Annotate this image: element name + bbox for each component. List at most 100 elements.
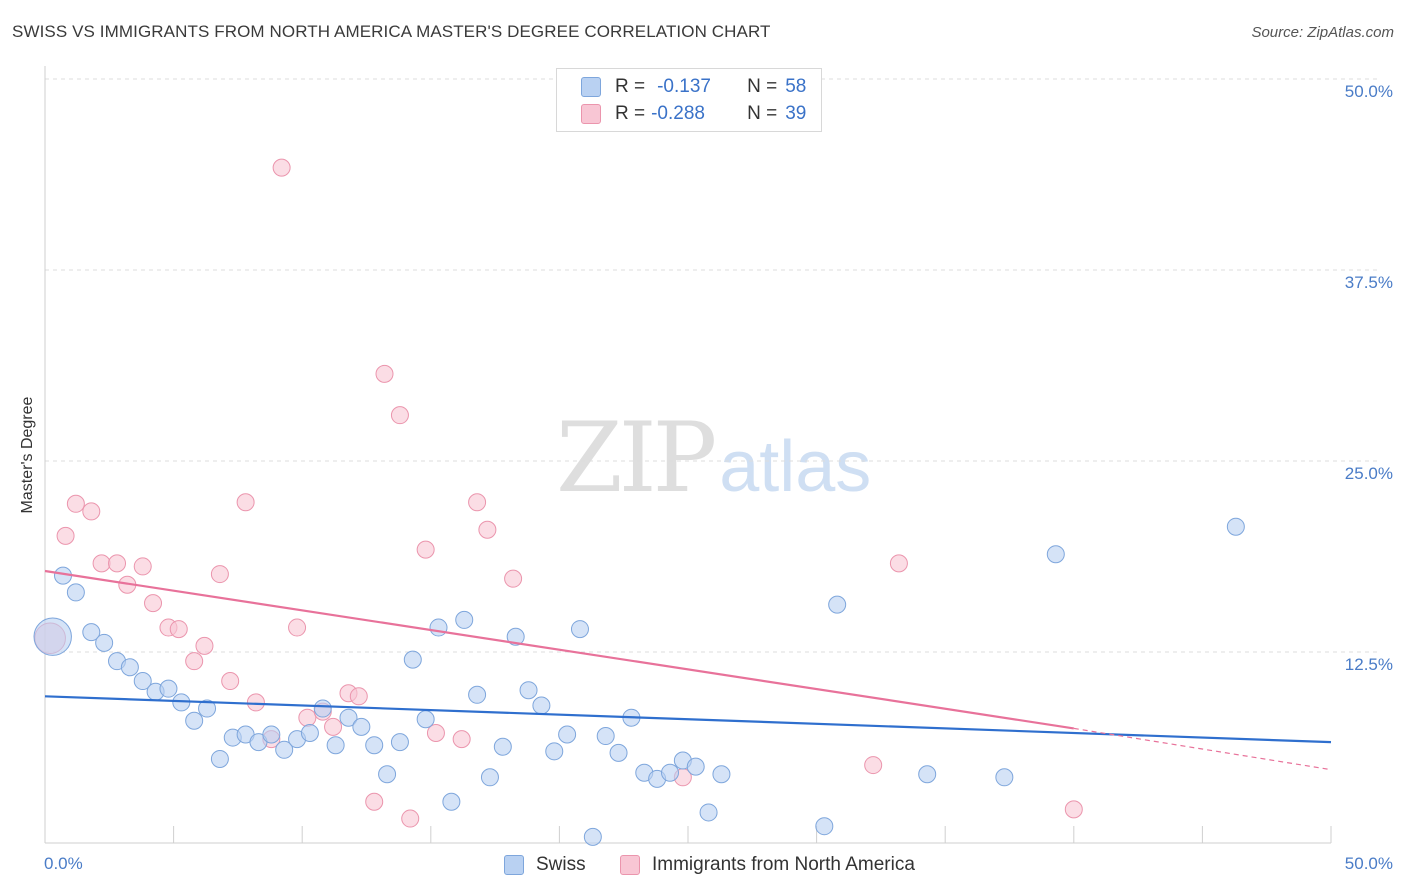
immigrants-point	[66, 494, 85, 513]
swiss-point	[262, 725, 281, 744]
legend-r-label: R =	[615, 103, 646, 124]
swiss-point	[185, 711, 204, 730]
immigrants-point	[452, 730, 471, 749]
y-tick-label: 12.5%	[1345, 655, 1393, 674]
immigrants-point	[478, 520, 497, 539]
swiss-point	[300, 723, 319, 742]
immigrants-point	[864, 756, 883, 775]
immigrants-point	[246, 693, 265, 712]
legend-row-swiss: R = -0.137 N = 58	[581, 75, 806, 99]
immigrants-point	[185, 652, 204, 671]
immigrants-point	[288, 618, 307, 637]
immigrants-point	[468, 493, 487, 512]
immigrants-point	[426, 723, 445, 742]
swiss-point	[815, 817, 834, 836]
swiss-swatch	[504, 855, 524, 875]
immigrants-swatch	[620, 855, 640, 875]
chart-title: SWISS VS IMMIGRANTS FROM NORTH AMERICA M…	[12, 22, 771, 41]
swiss-point	[1046, 545, 1065, 564]
bottom-legend-swiss[interactable]: Swiss	[504, 852, 586, 878]
swiss-point	[828, 595, 847, 614]
immigrants-point	[504, 569, 523, 588]
legend-row-immigrants: R = -0.288 N = 39	[581, 102, 806, 126]
source-label: Source: ZipAtlas.com	[1251, 24, 1394, 41]
swiss-point	[326, 736, 345, 755]
swiss-point	[33, 617, 72, 656]
immigrants-point	[375, 364, 394, 383]
swiss-swatch	[581, 77, 601, 97]
immigrants-point	[82, 502, 101, 521]
swiss-point	[416, 710, 435, 729]
swiss-point	[506, 627, 525, 646]
immigrants-point	[108, 554, 127, 573]
swiss-point	[339, 708, 358, 727]
x-tick-label: 50.0%	[1345, 854, 1393, 873]
immigrants-point	[349, 687, 368, 706]
swiss-point	[66, 583, 85, 602]
swiss-point	[365, 736, 384, 755]
legend-n-value: 58	[785, 76, 807, 97]
bottom-legend-immigrants[interactable]: Immigrants from North America	[620, 852, 915, 878]
swiss-point	[198, 699, 217, 718]
swiss-point	[570, 620, 589, 639]
swiss-point	[660, 763, 679, 782]
swiss-point	[82, 623, 101, 642]
watermark-atlas: atlas	[719, 427, 872, 507]
swiss-point	[275, 740, 294, 759]
immigrants-point	[133, 557, 152, 576]
swiss-point	[596, 727, 615, 746]
swiss-point	[519, 681, 538, 700]
legend-r-label: R =	[615, 76, 646, 97]
swiss-point	[609, 743, 628, 762]
immigrants-point	[365, 792, 384, 811]
immigrants-point	[272, 158, 291, 177]
immigrants-trend-extension	[1073, 727, 1332, 771]
correlation-legend: R = -0.137 N = 58 R = -0.288 N = 39	[556, 68, 822, 132]
legend-n-label: N =	[747, 103, 778, 124]
swiss-point	[390, 733, 409, 752]
x-tick-label: 0.0%	[44, 854, 83, 873]
immigrants-point	[416, 540, 435, 559]
legend-n-value: 39	[785, 103, 807, 124]
swiss-point	[583, 827, 602, 846]
swiss-point	[712, 765, 731, 784]
immigrants-point	[889, 554, 908, 573]
swiss-point	[442, 792, 461, 811]
swiss-point	[95, 633, 114, 652]
swiss-point	[378, 765, 397, 784]
swiss-point	[532, 696, 551, 715]
immigrants-point	[324, 717, 343, 736]
swiss-point	[352, 717, 371, 736]
bottom-legend-label: Swiss	[536, 854, 586, 875]
immigrants-swatch	[581, 104, 601, 124]
y-tick-label: 37.5%	[1345, 273, 1393, 292]
swiss-point	[480, 768, 499, 787]
immigrants-point	[144, 594, 163, 613]
watermark: ZIPatlas	[556, 402, 871, 514]
y-tick-label: 25.0%	[1345, 464, 1393, 483]
immigrants-trend-line	[44, 569, 1074, 730]
immigrants-point	[390, 406, 409, 425]
swiss-point	[686, 757, 705, 776]
immigrants-point	[56, 526, 75, 545]
swiss-point	[120, 658, 139, 677]
swiss-point	[429, 618, 448, 637]
swiss-point	[133, 672, 152, 691]
swiss-point	[995, 768, 1014, 787]
immigrants-point	[401, 809, 420, 828]
immigrants-point	[169, 620, 188, 639]
swiss-trend-line	[44, 695, 1332, 744]
immigrants-point	[298, 708, 317, 727]
swiss-point	[468, 685, 487, 704]
y-tick-label: 50.0%	[1345, 82, 1393, 101]
legend-r-value: -0.137	[657, 76, 711, 97]
swiss-point	[545, 742, 564, 761]
swiss-point	[403, 650, 422, 669]
legend-r-value: -0.288	[651, 103, 705, 124]
swiss-point	[558, 725, 577, 744]
swiss-point	[455, 610, 474, 629]
swiss-point	[699, 803, 718, 822]
immigrants-point	[221, 672, 240, 691]
swiss-point	[313, 699, 332, 718]
